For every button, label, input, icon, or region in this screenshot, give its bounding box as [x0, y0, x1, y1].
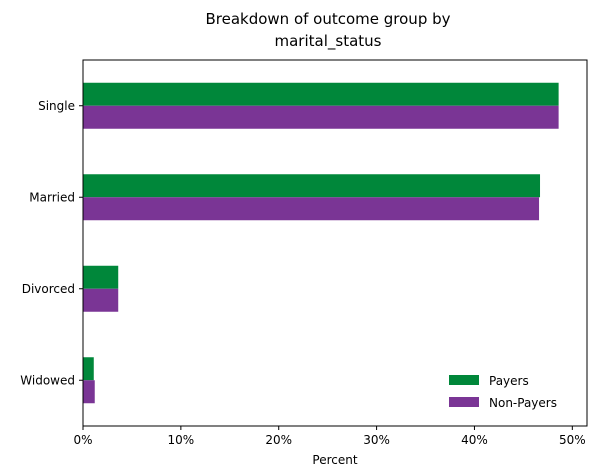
chart-title-line-2: marital_status: [275, 32, 382, 51]
legend-swatch-payers: [449, 375, 479, 385]
x-axis-ticks: 0% 10% 20% 30% 40% 50%: [73, 426, 586, 447]
x-tick-label: 30%: [363, 433, 390, 447]
bar-divorced-non-payers: [83, 288, 119, 312]
y-tick-label: Married: [29, 190, 75, 204]
y-tick-label: Widowed: [20, 373, 75, 387]
x-tick-label: 0%: [73, 433, 92, 447]
x-tick-label: 10%: [168, 433, 195, 447]
legend-label-non-payers: Non-Payers: [489, 396, 557, 410]
chart-title-line-1: Breakdown of outcome group by: [205, 10, 450, 28]
bar-married-non-payers: [83, 197, 540, 221]
x-tick-label: 20%: [265, 433, 292, 447]
bar-single-payers: [83, 82, 559, 106]
legend: Payers Non-Payers: [449, 374, 557, 410]
legend-swatch-non-payers: [449, 397, 479, 407]
plot-frame: [82, 59, 588, 427]
y-axis-ticks: Single Married Divorced Widowed: [20, 99, 83, 387]
bar-widowed-non-payers: [83, 380, 95, 404]
bar-widowed-payers: [83, 357, 94, 381]
bar-married-payers: [83, 174, 541, 198]
y-tick-label: Single: [38, 99, 75, 113]
y-tick-label: Divorced: [22, 282, 75, 296]
x-tick-label: 40%: [461, 433, 488, 447]
bar-divorced-payers: [83, 265, 119, 289]
bar-single-non-payers: [83, 105, 559, 129]
x-axis-label: Percent: [312, 453, 357, 467]
bars-group: [83, 82, 559, 404]
x-tick-label: 50%: [559, 433, 586, 447]
legend-label-payers: Payers: [489, 374, 529, 388]
